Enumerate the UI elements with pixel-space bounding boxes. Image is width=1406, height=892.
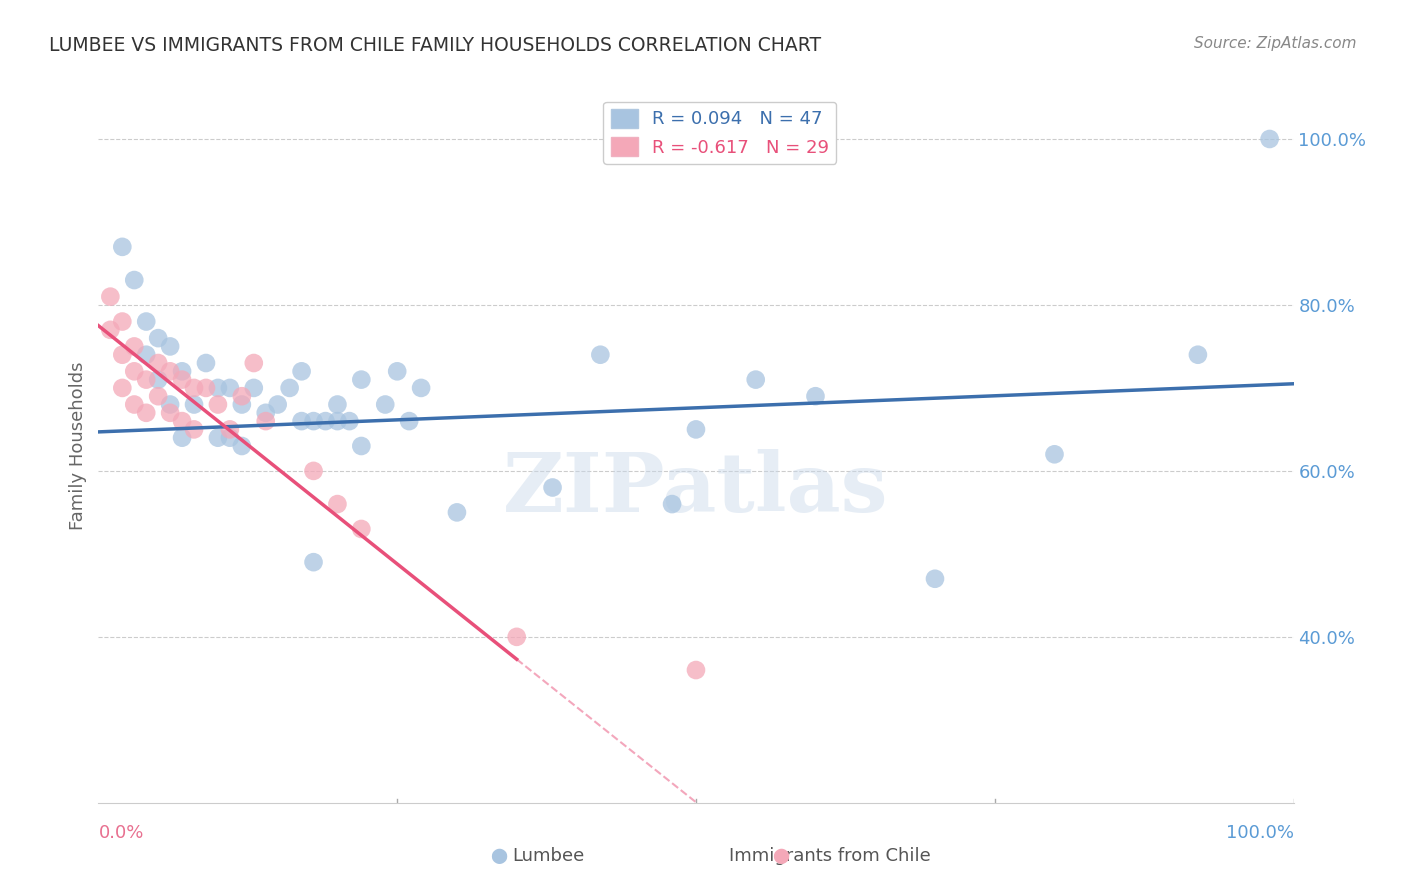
- Point: [506, 630, 529, 644]
- Point: [326, 414, 349, 428]
- Point: [267, 397, 290, 411]
- Point: [219, 431, 242, 445]
- Point: [302, 464, 325, 478]
- Point: [243, 381, 266, 395]
- Point: [374, 397, 396, 411]
- Point: [135, 314, 157, 328]
- Text: 0.0%: 0.0%: [98, 823, 143, 841]
- Point: [111, 381, 134, 395]
- Point: [302, 555, 325, 569]
- Point: [159, 397, 181, 411]
- Text: LUMBEE VS IMMIGRANTS FROM CHILE FAMILY HOUSEHOLDS CORRELATION CHART: LUMBEE VS IMMIGRANTS FROM CHILE FAMILY H…: [49, 36, 821, 54]
- Point: [148, 356, 170, 370]
- Point: [446, 505, 468, 519]
- Point: [183, 422, 205, 436]
- Point: [183, 397, 205, 411]
- Point: [350, 373, 373, 387]
- Point: [924, 572, 946, 586]
- Point: [135, 406, 157, 420]
- Point: [291, 364, 314, 378]
- Point: [661, 497, 683, 511]
- Point: [685, 422, 707, 436]
- Point: [124, 339, 146, 353]
- Point: [302, 414, 325, 428]
- Point: [231, 439, 253, 453]
- Point: [326, 397, 349, 411]
- Point: [745, 373, 768, 387]
- Point: [98, 323, 122, 337]
- Point: [195, 381, 218, 395]
- Point: [148, 389, 170, 403]
- Point: [278, 381, 301, 395]
- Point: [1258, 132, 1281, 146]
- Point: [195, 356, 218, 370]
- Point: [207, 397, 229, 411]
- Point: [315, 414, 337, 428]
- Point: [254, 406, 277, 420]
- Point: [183, 381, 205, 395]
- Point: [339, 414, 361, 428]
- Point: [159, 339, 181, 353]
- Point: [172, 373, 194, 387]
- Point: [207, 381, 229, 395]
- Point: [685, 663, 707, 677]
- Point: [111, 314, 134, 328]
- Point: [172, 431, 194, 445]
- Text: ⬤: ⬤: [491, 848, 508, 864]
- Point: [231, 397, 253, 411]
- Point: [219, 422, 242, 436]
- Point: [159, 364, 181, 378]
- Point: [326, 497, 349, 511]
- Point: [411, 381, 433, 395]
- Legend: R = 0.094   N = 47, R = -0.617   N = 29: R = 0.094 N = 47, R = -0.617 N = 29: [603, 102, 837, 164]
- Point: [124, 273, 146, 287]
- Point: [148, 331, 170, 345]
- Point: [231, 389, 253, 403]
- Point: [243, 356, 266, 370]
- Point: [291, 414, 314, 428]
- Text: ZIPatlas: ZIPatlas: [503, 449, 889, 529]
- Point: [804, 389, 827, 403]
- Text: Lumbee: Lumbee: [512, 847, 585, 865]
- Point: [135, 348, 157, 362]
- Point: [207, 431, 229, 445]
- Point: [254, 414, 277, 428]
- Point: [124, 364, 146, 378]
- Text: 100.0%: 100.0%: [1226, 823, 1294, 841]
- Point: [135, 373, 157, 387]
- Point: [172, 364, 194, 378]
- Text: ⬤: ⬤: [772, 848, 789, 864]
- Point: [1043, 447, 1066, 461]
- Point: [350, 522, 373, 536]
- Point: [219, 381, 242, 395]
- Point: [589, 348, 612, 362]
- Point: [111, 348, 134, 362]
- Point: [1187, 348, 1209, 362]
- Point: [111, 240, 134, 254]
- Point: [541, 481, 564, 495]
- Text: Source: ZipAtlas.com: Source: ZipAtlas.com: [1194, 36, 1357, 51]
- Point: [398, 414, 420, 428]
- Point: [159, 406, 181, 420]
- Point: [98, 290, 122, 304]
- Point: [124, 397, 146, 411]
- Point: [148, 373, 170, 387]
- Y-axis label: Family Households: Family Households: [69, 362, 87, 530]
- Point: [385, 364, 409, 378]
- Point: [172, 414, 194, 428]
- Text: Immigrants from Chile: Immigrants from Chile: [728, 847, 931, 865]
- Point: [350, 439, 373, 453]
